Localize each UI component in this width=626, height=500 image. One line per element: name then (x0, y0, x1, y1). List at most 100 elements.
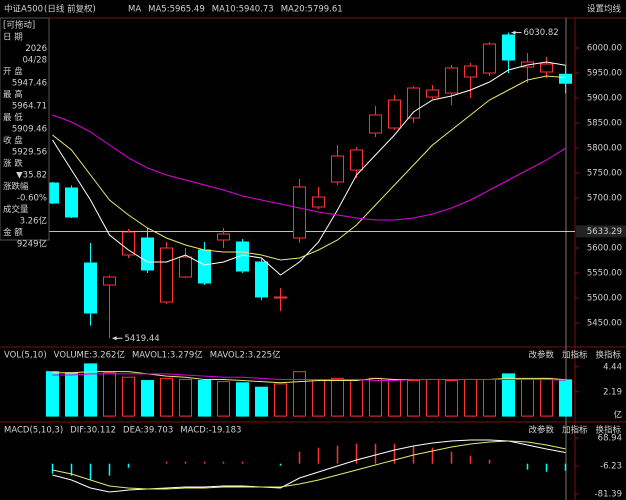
candle-body (369, 114, 382, 134)
y-tick-label: 4.44 (603, 362, 622, 372)
line-series (52, 75, 566, 261)
y-tick-label: 5600.00 (587, 244, 622, 254)
symbol: 中证A500 (4, 4, 43, 15)
volume-bar (388, 378, 401, 417)
info-value: 2026 (25, 44, 47, 54)
info-label: 最 低 (3, 112, 23, 123)
candle-body (198, 249, 211, 284)
y-tick-label: 5700.00 (587, 194, 622, 204)
y-tick-label: 5950.00 (587, 69, 622, 79)
info-value: 9249亿 (17, 239, 47, 250)
candle-body (464, 65, 477, 78)
annotation: 5419.44 (125, 334, 160, 344)
y-tick-label: 5900.00 (587, 94, 622, 104)
line-series (52, 439, 566, 493)
y-tick-label: 6000.00 (587, 44, 622, 54)
panel-button[interactable]: 改参数 (528, 425, 554, 436)
candle-body (141, 237, 154, 271)
panel-button[interactable]: 加指标 (562, 350, 588, 361)
volume-bar (274, 383, 287, 417)
volume-bar (46, 371, 59, 417)
legend-item: VOL(5,10) (4, 351, 47, 361)
candle-body (388, 99, 401, 129)
y-tick-label: 5750.00 (587, 169, 622, 179)
panel-button[interactable]: 加指标 (562, 425, 588, 436)
info-value: ▼35.82 (16, 171, 47, 181)
legend-item: MACD:-19.183 (180, 426, 241, 436)
candle-body (483, 43, 496, 74)
volume-bar (198, 380, 211, 417)
y-tick-label: 5800.00 (587, 144, 622, 154)
candle-body (103, 276, 116, 286)
volume-bar (160, 377, 173, 417)
volume-bar (502, 373, 515, 417)
volume-bar (426, 378, 439, 417)
period: (日线 前复权) (44, 4, 96, 15)
info-label: 涨跌幅 (3, 181, 29, 192)
price-label: 5633.29 (587, 227, 622, 237)
candle-body (350, 149, 363, 171)
settings-button[interactable]: 设置均线 (587, 4, 622, 15)
legend-item: MA10:5940.73 (212, 5, 274, 15)
candle-body (426, 89, 439, 98)
volume-bar (293, 371, 306, 417)
candle-body (274, 296, 287, 299)
candle-body (445, 67, 458, 94)
legend-item: MA5:5965.49 (148, 5, 205, 15)
volume-bar (407, 380, 420, 417)
volume-bar (445, 380, 458, 417)
candle-body (84, 262, 97, 314)
y-tick-label: 5500.00 (587, 294, 622, 304)
y-tick-label: 5450.00 (587, 319, 622, 329)
volume-bar (217, 381, 230, 417)
y-tick-label: 5850.00 (587, 119, 622, 129)
y-tick-label: 5550.00 (587, 269, 622, 279)
panel-button[interactable]: 换指标 (595, 425, 621, 436)
volume-bar (103, 372, 116, 417)
panel-button[interactable]: 换指标 (595, 350, 621, 361)
volume-bar (464, 378, 477, 417)
info-label: 金 额 (3, 227, 23, 238)
drag-hint[interactable]: [可拖动] (3, 20, 35, 31)
info-panel (0, 17, 50, 241)
candle-body (293, 186, 306, 239)
candle-body (65, 187, 78, 218)
info-value: 5909.46 (12, 125, 47, 135)
volume-bar (369, 377, 382, 417)
candle-body (331, 155, 344, 183)
candle-body (407, 87, 420, 119)
legend-item: DIF:30.112 (70, 426, 116, 436)
line-series (52, 114, 566, 221)
info-label: 日 期 (3, 33, 23, 43)
panel-button[interactable]: 改参数 (528, 350, 554, 361)
candle-body (255, 261, 268, 298)
price-label-bg (576, 225, 626, 238)
y-tick-label: -6.23 (600, 461, 622, 471)
candle-body (179, 256, 192, 278)
unit-label: 亿 (613, 410, 622, 421)
legend-item: MACD(5,10,3) (4, 426, 63, 436)
legend-item: MA20:5799.61 (281, 5, 343, 15)
volume-bar (312, 378, 325, 417)
annotation: 6030.82 (524, 28, 559, 38)
legend-item: MAVOL1:3.279亿 (132, 350, 203, 361)
candle-body (122, 231, 135, 256)
info-value: 04/28 (23, 56, 48, 66)
candle-body (559, 73, 572, 84)
volume-bar (236, 382, 249, 417)
candle-body (502, 34, 515, 61)
volume-bar (122, 376, 135, 417)
info-label: 涨 跌 (3, 158, 23, 169)
volume-bar (331, 377, 344, 417)
y-tick-label: 2.19 (603, 387, 622, 397)
line-series (52, 373, 566, 382)
info-value: 5947.46 (12, 79, 47, 89)
candle-body (540, 63, 553, 73)
annotation-arrowhead (511, 30, 516, 35)
info-value: 5929.56 (12, 148, 47, 158)
candle-body (160, 247, 173, 303)
line-series (52, 61, 566, 276)
legend-item: DEA:39.703 (123, 426, 173, 436)
